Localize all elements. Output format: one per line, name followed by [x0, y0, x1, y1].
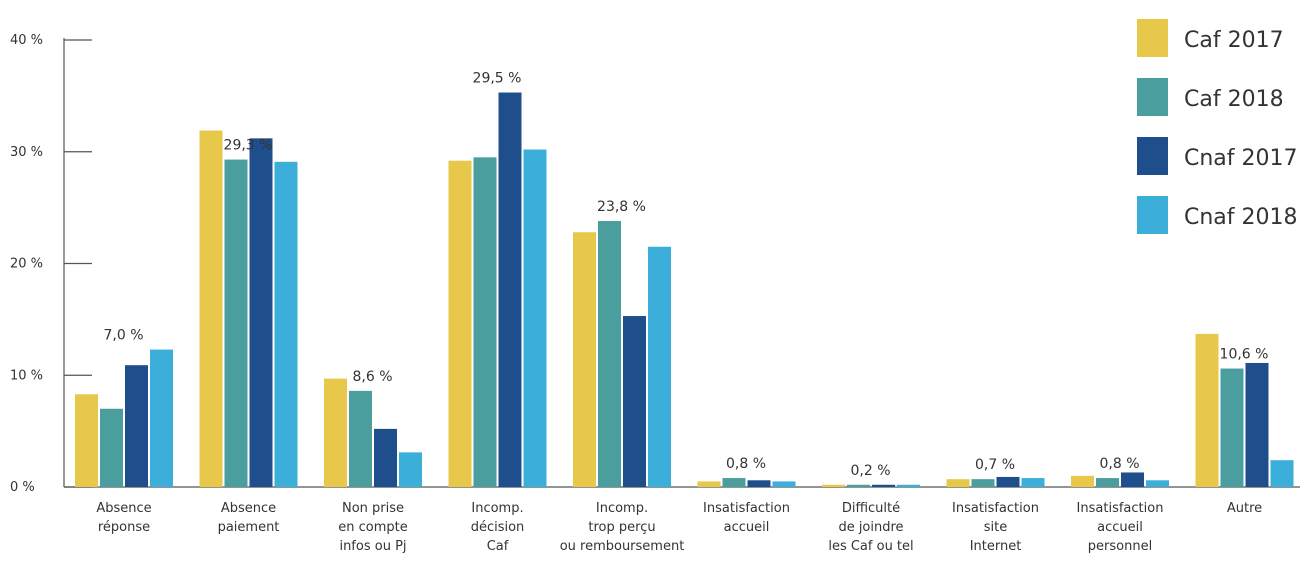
bar: [448, 160, 472, 487]
bar: [1195, 333, 1219, 487]
category-label-line: en compte: [338, 520, 407, 535]
bar: [996, 476, 1020, 487]
category-label-line: Autre: [1227, 501, 1262, 516]
legend-swatch: [1137, 137, 1168, 175]
category-label-line: personnel: [1088, 539, 1152, 554]
legend-swatch: [1137, 196, 1168, 234]
y-tick-label: 10 %: [10, 368, 43, 383]
bar: [623, 316, 646, 487]
bar: [199, 130, 223, 487]
data-label: 10,6 %: [1220, 347, 1269, 363]
category-label-line: Caf: [487, 539, 509, 554]
bar: [1146, 480, 1169, 487]
category-label-line: Difficulté: [842, 501, 900, 516]
bar: [1021, 478, 1045, 487]
bar: [1245, 362, 1269, 487]
data-label: 0,7 %: [975, 457, 1015, 473]
bar: [648, 246, 671, 487]
data-label: 7,0 %: [103, 328, 143, 344]
bar: [1270, 460, 1294, 487]
category-label-line: accueil: [724, 520, 770, 535]
legend-label: Cnaf 2017: [1184, 146, 1298, 171]
bar: [747, 480, 771, 487]
category-label-line: paiement: [218, 520, 280, 535]
category-label-line: Insatisfaction: [703, 501, 790, 516]
bar: [274, 161, 298, 487]
bar: [722, 478, 746, 487]
category-label: Insatisfaction accueil personnel: [1077, 501, 1164, 554]
bar: [822, 484, 845, 487]
category-label: Insatisfaction accueil: [703, 501, 790, 535]
data-label: 23,8 %: [597, 199, 646, 215]
y-tick-label: 0 %: [10, 480, 35, 495]
category-label: Insatisfaction site Internet: [952, 501, 1039, 554]
category-label-line: Absence: [96, 501, 151, 516]
category-label-line: accueil: [1097, 520, 1143, 535]
category-label-line: Absence: [221, 501, 276, 516]
bar: [598, 221, 621, 487]
bar: [523, 149, 547, 487]
legend-label: Caf 2018: [1184, 87, 1284, 112]
bar: [897, 484, 920, 487]
bar: [573, 232, 596, 487]
bar: [772, 481, 796, 487]
category-label: Incomp. trop perçu ou remboursement: [560, 501, 685, 554]
bar: [399, 452, 422, 487]
bar: [971, 479, 995, 487]
data-label: 8,6 %: [352, 369, 392, 385]
bar: [324, 378, 347, 487]
data-label: 0,8 %: [726, 456, 766, 472]
category-label-line: Insatisfaction: [1077, 501, 1164, 516]
category-label: Incomp. décision Caf: [471, 501, 525, 554]
bar: [100, 408, 123, 487]
bar: [349, 390, 372, 487]
category-label-line: Insatisfaction: [952, 501, 1039, 516]
category-label-line: décision: [471, 520, 525, 535]
bar: [75, 394, 98, 487]
bar: [473, 157, 497, 487]
bar: [1220, 368, 1244, 487]
category-label-line: ou remboursement: [560, 539, 685, 554]
category-label-line: Non prise: [342, 501, 404, 516]
category-label-line: site: [984, 520, 1007, 535]
bar: [847, 484, 870, 487]
category-label: Difficulté de joindre les Caf ou tel: [828, 501, 913, 554]
bar: [1071, 475, 1094, 487]
bar: [150, 349, 173, 487]
legend-label: Cnaf 2018: [1184, 205, 1298, 230]
category-label-line: Incomp.: [471, 501, 523, 516]
bar: [249, 138, 273, 487]
data-label: 0,8 %: [1099, 456, 1139, 472]
category-label: Absence paiement: [218, 501, 280, 535]
bar: [498, 92, 522, 488]
category-label: Non prise en compte infos ou Pj: [338, 501, 407, 554]
category-label-line: réponse: [98, 520, 150, 535]
bar: [946, 479, 970, 487]
category-label-line: Internet: [970, 539, 1022, 554]
legend-swatch: [1137, 78, 1168, 116]
y-tick-label: 30 %: [10, 145, 43, 160]
bar: [1096, 478, 1119, 487]
category-label-line: de joindre: [838, 520, 903, 535]
bar: [1121, 472, 1144, 487]
bar: [125, 365, 148, 487]
legend-swatch: [1137, 19, 1168, 57]
category-label-line: Incomp.: [596, 501, 648, 516]
bar: [872, 484, 895, 487]
bar: [374, 428, 397, 487]
bar: [697, 481, 721, 487]
category-label-line: infos ou Pj: [339, 539, 406, 554]
legend-label: Caf 2017: [1184, 28, 1284, 53]
data-label: 29,3 %: [224, 138, 273, 154]
y-tick-label: 40 %: [10, 33, 43, 48]
data-label: 29,5 %: [473, 71, 522, 87]
category-label-line: les Caf ou tel: [828, 539, 913, 554]
category-label: Autre: [1227, 501, 1262, 516]
data-label: 0,2 %: [850, 463, 890, 479]
y-tick-label: 20 %: [10, 257, 43, 272]
category-label: Absence réponse: [96, 501, 151, 535]
bar: [224, 159, 248, 487]
category-label-line: trop perçu: [588, 520, 655, 535]
